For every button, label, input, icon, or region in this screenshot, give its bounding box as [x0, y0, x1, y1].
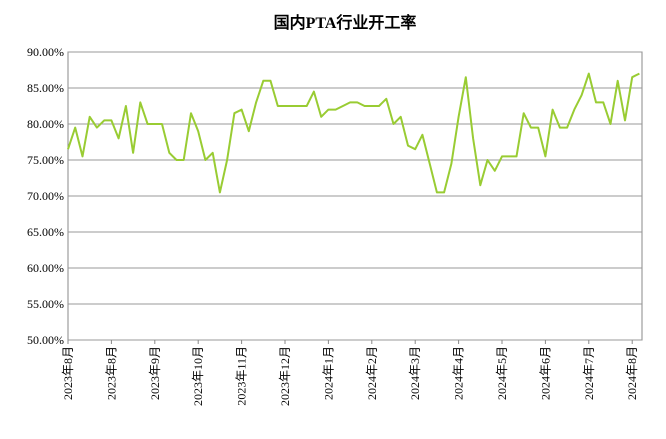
x-tick-label: 2024年6月: [538, 346, 552, 400]
x-tick-label: 2023年11月: [235, 346, 249, 406]
x-tick-label: 2024年2月: [365, 346, 379, 400]
y-tick-label: 65.00%: [27, 225, 64, 239]
x-tick-label: 2024年5月: [495, 346, 509, 400]
y-tick-label: 55.00%: [27, 297, 64, 311]
x-tick-label: 2023年9月: [148, 346, 162, 400]
y-tick-label: 85.00%: [27, 81, 64, 95]
y-tick-label: 50.00%: [27, 333, 64, 347]
x-tick-label: 2024年7月: [582, 346, 596, 400]
x-tick-label: 2024年8月: [625, 346, 639, 400]
x-tick-label: 2023年12月: [278, 346, 292, 406]
y-tick-label: 90.00%: [27, 45, 64, 59]
x-tick-label: 2024年1月: [321, 346, 335, 400]
y-tick-label: 80.00%: [27, 117, 64, 131]
y-tick-label: 60.00%: [27, 261, 64, 275]
line-series: [67, 72, 640, 194]
chart-title: 国内PTA行业开工率: [274, 13, 417, 32]
x-tick-label: 2023年8月: [104, 346, 118, 400]
x-tick-label: 2024年3月: [408, 346, 422, 400]
x-tick-label: 2024年4月: [452, 346, 466, 400]
x-tick-label: 2023年8月: [61, 346, 75, 400]
x-tick-label: 2023年10月: [191, 346, 205, 406]
y-tick-label: 75.00%: [27, 153, 64, 167]
y-tick-label: 70.00%: [27, 189, 64, 203]
